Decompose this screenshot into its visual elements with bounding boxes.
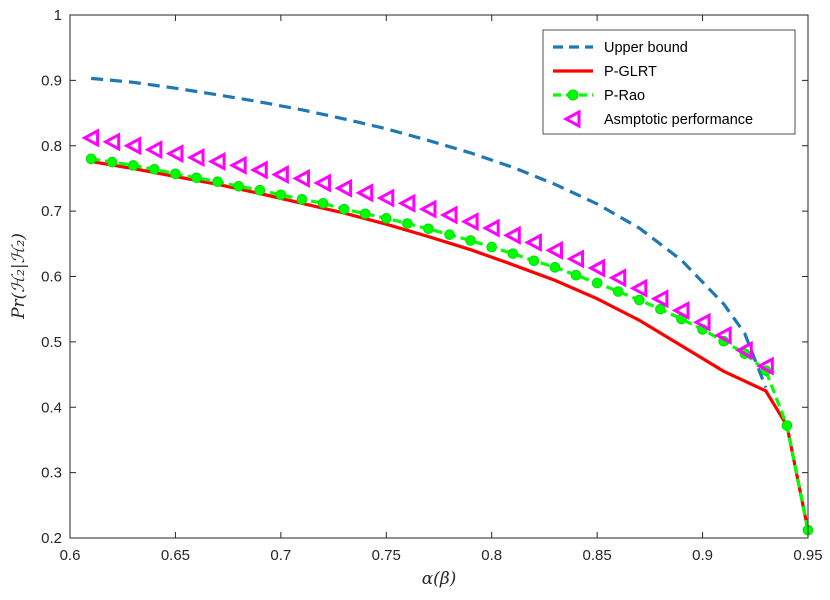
asymptotic-point bbox=[292, 168, 310, 188]
legend-label-upper-bound: Upper bound bbox=[604, 40, 688, 56]
p-rao-point bbox=[486, 241, 498, 253]
x-tick-label: 0.95 bbox=[793, 547, 822, 564]
y-tick-label: 0.8 bbox=[41, 138, 62, 155]
p-rao-point bbox=[444, 229, 455, 240]
y-tick-label: 0.5 bbox=[41, 334, 62, 351]
p-rao-point bbox=[549, 262, 561, 273]
x-tick-label: 0.85 bbox=[583, 547, 612, 564]
legend-label-p-rao: P-Rao bbox=[604, 88, 645, 104]
x-tick-label: 0.65 bbox=[161, 547, 190, 564]
asymptotic-point bbox=[629, 278, 648, 298]
p-rao-point bbox=[317, 197, 329, 209]
y-tick-label: 0.3 bbox=[41, 465, 62, 482]
legend-entry-p-rao: P-Rao bbox=[553, 88, 645, 104]
asymptotic-point bbox=[713, 325, 732, 345]
p-rao-point bbox=[149, 163, 160, 175]
asymptotic-point bbox=[376, 188, 395, 208]
asymptotic-point bbox=[250, 160, 268, 180]
asymptotic-point bbox=[165, 144, 184, 164]
p-rao-point bbox=[359, 208, 371, 220]
legend-entry-asymptotic: Asmptotic performance bbox=[562, 109, 753, 129]
asymptotic-point bbox=[566, 249, 585, 269]
legend-marker-asymptotic bbox=[562, 109, 581, 129]
asymptotic-point bbox=[608, 268, 627, 288]
p-rao-point bbox=[191, 172, 202, 184]
asymptotic-point bbox=[482, 218, 500, 238]
x-tick-label: 0.7 bbox=[270, 547, 291, 564]
asymptotic-point bbox=[735, 340, 753, 360]
legend-entry-p-glrt: P-GLRT bbox=[553, 64, 657, 80]
p-rao-point bbox=[85, 153, 97, 165]
p-rao-point bbox=[570, 269, 582, 281]
asymptotic-point bbox=[587, 258, 606, 278]
p-rao-point bbox=[634, 294, 645, 306]
p-rao-point bbox=[402, 218, 413, 229]
asymptotic-point bbox=[756, 356, 774, 376]
y-tick-label: 1 bbox=[54, 7, 62, 24]
plot-frame bbox=[69, 14, 809, 539]
p-rao-point bbox=[338, 203, 350, 215]
x-tick-label: 0.8 bbox=[481, 547, 502, 564]
x-tick-label: 0.9 bbox=[692, 547, 713, 564]
p-rao-point bbox=[275, 189, 287, 201]
p-rao-point bbox=[380, 213, 392, 224]
asymptotic-point bbox=[207, 151, 226, 171]
asymptotic-point bbox=[102, 132, 121, 152]
y-tick-label: 0.6 bbox=[41, 269, 62, 286]
legend-entry-upper-bound: Upper bound bbox=[553, 40, 688, 56]
p-rao-point bbox=[591, 277, 603, 289]
x-tick-label: 0.6 bbox=[60, 547, 81, 564]
asymptotic-point bbox=[439, 205, 458, 225]
p-rao-point bbox=[106, 156, 118, 168]
asymptotic-point bbox=[503, 225, 521, 245]
asymptotic-point bbox=[692, 312, 711, 332]
p-rao-point bbox=[170, 168, 181, 180]
asymptotic-point bbox=[524, 232, 542, 253]
p-rao-point bbox=[781, 420, 793, 431]
p-rao-point bbox=[233, 180, 244, 192]
series-line-upper-bound bbox=[90, 76, 768, 389]
asymptotic-point bbox=[418, 199, 437, 219]
y-axis-label: Pr(ℋ₂|ℋ₂) bbox=[9, 233, 29, 320]
axis-ticks: 0.6 0.65 0.7 0.75 0.8 0.85 0.9 0.95 0.2 0.3 0.4 0.5… bbox=[41, 7, 822, 564]
legend-label-asymptotic: Asmptotic performance bbox=[604, 112, 753, 128]
p-rao-point bbox=[423, 223, 434, 235]
asymptotic-point bbox=[229, 155, 247, 175]
asymptotic-point bbox=[144, 140, 163, 160]
x-tick-label: 0.75 bbox=[372, 547, 401, 564]
p-rao-point bbox=[212, 176, 223, 188]
asymptotic-point bbox=[313, 173, 332, 193]
asymptotic-point bbox=[545, 240, 563, 260]
asymptotic-point bbox=[460, 212, 479, 232]
p-rao-point bbox=[528, 255, 540, 267]
p-rao-point bbox=[465, 235, 476, 246]
asymptotic-point bbox=[650, 289, 669, 309]
p-rao-point bbox=[612, 286, 624, 297]
asymptotic-point bbox=[81, 128, 100, 148]
series-layer bbox=[81, 76, 814, 536]
asymptotic-point bbox=[334, 178, 353, 198]
y-tick-label: 0.7 bbox=[41, 203, 62, 220]
asymptotic-point bbox=[123, 136, 142, 156]
p-rao-point bbox=[296, 194, 308, 205]
y-tick-label: 0.9 bbox=[41, 72, 62, 89]
asymptotic-point bbox=[355, 183, 374, 203]
p-rao-point bbox=[655, 303, 666, 315]
asymptotic-point bbox=[271, 165, 289, 185]
x-axis-label: α(β) bbox=[422, 569, 457, 589]
asymptotic-point bbox=[186, 148, 205, 168]
legend: Upper bound P-GLRT P-Rao Asmptotic perfo… bbox=[542, 29, 796, 135]
asymptotic-point bbox=[671, 300, 690, 321]
legend-label-p-glrt: P-GLRT bbox=[604, 64, 657, 80]
p-rao-point bbox=[507, 248, 519, 259]
p-rao-point bbox=[127, 160, 139, 171]
y-tick-label: 0.2 bbox=[41, 530, 62, 547]
asymptotic-point bbox=[397, 193, 416, 213]
legend-marker-p-rao bbox=[567, 89, 579, 101]
y-tick-label: 0.4 bbox=[41, 399, 62, 416]
p-rao-point bbox=[254, 184, 266, 196]
